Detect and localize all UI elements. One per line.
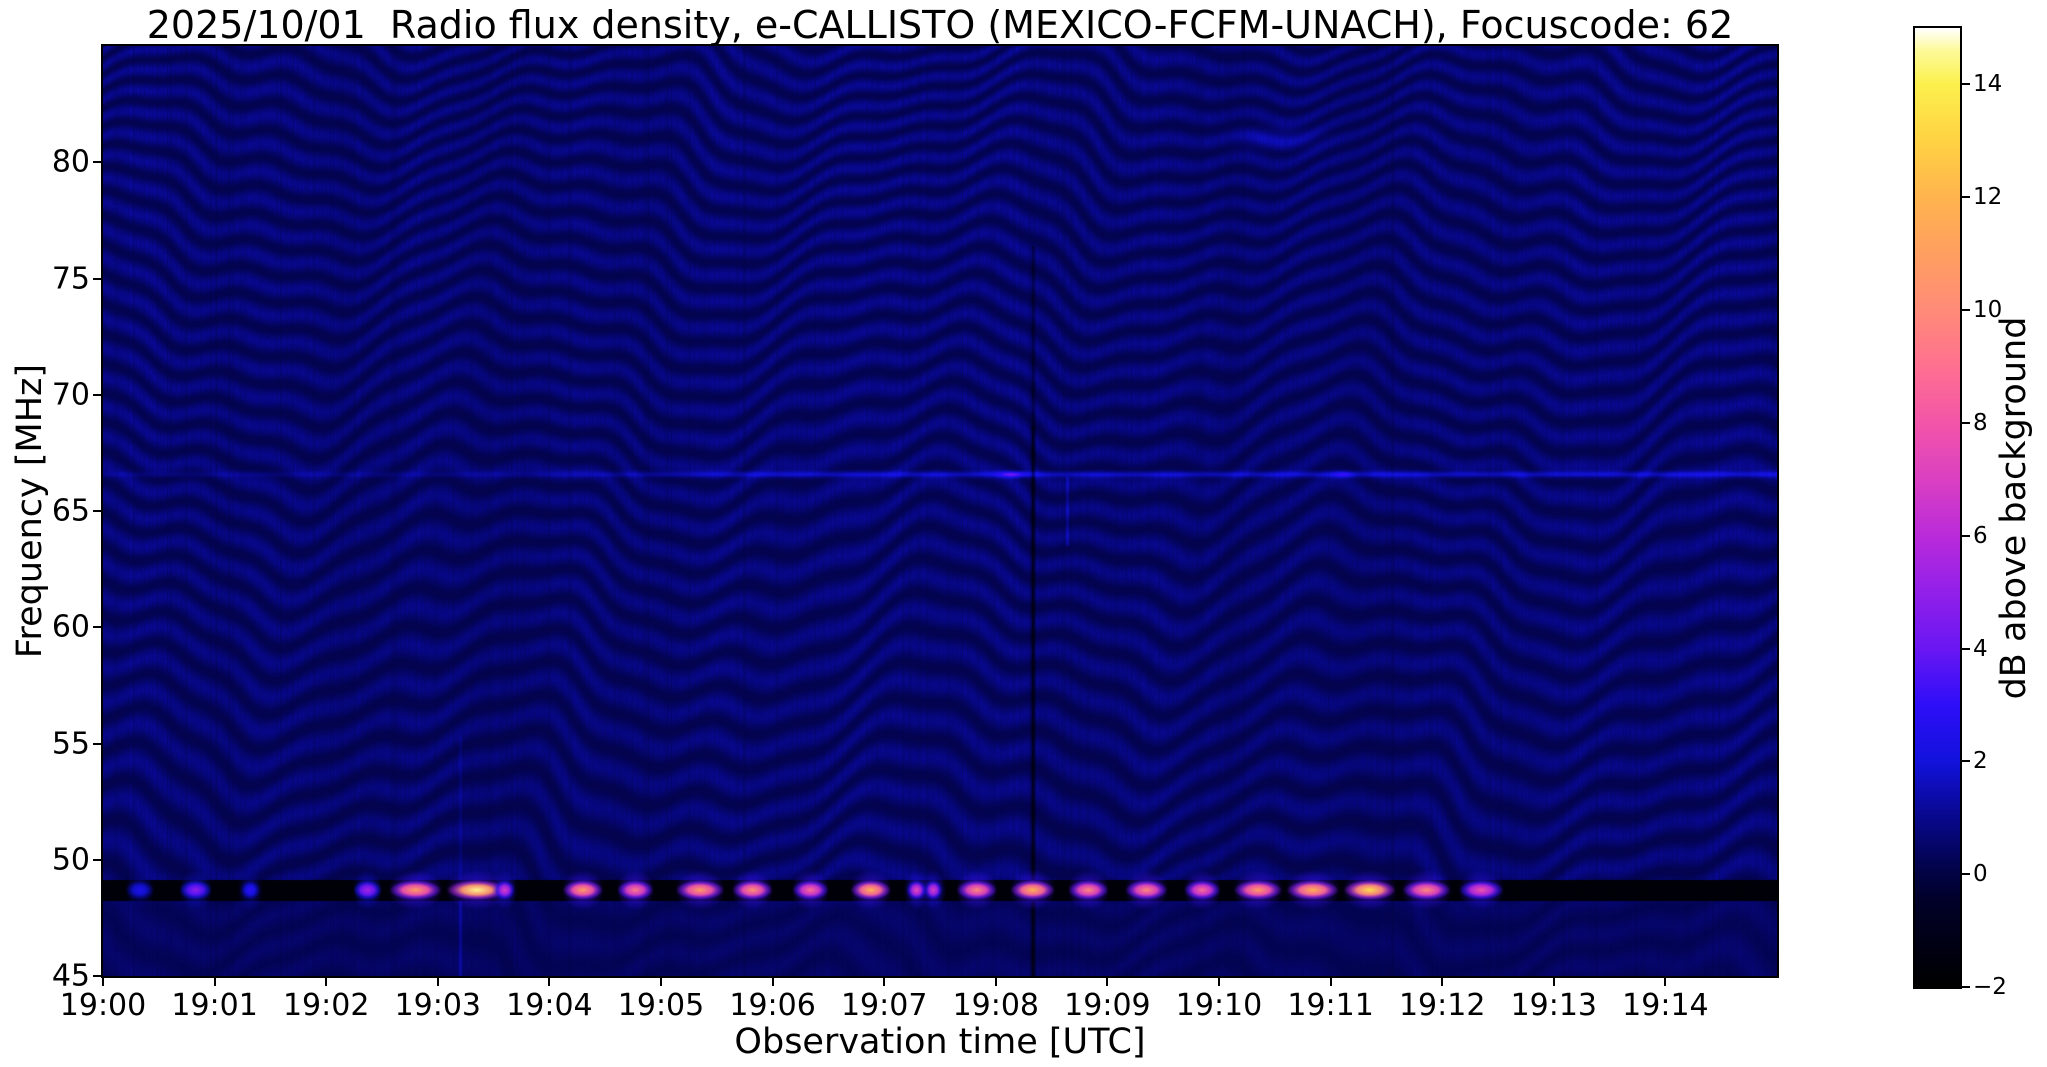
x-tick-label: 19:13 <box>1510 988 1598 1023</box>
x-axis-label: Observation time [UTC] <box>734 1022 1146 1062</box>
y-tick-mark <box>93 161 103 164</box>
y-tick-label: 80 <box>51 144 90 180</box>
y-tick-mark <box>93 742 103 745</box>
colorbar-tick-mark <box>1962 196 1970 199</box>
x-tick-label: 19:01 <box>171 988 258 1023</box>
colorbar-tick-label: 10 <box>1973 297 2003 324</box>
colorbar-tick-label: 12 <box>1973 184 2003 211</box>
y-tick-label: 50 <box>51 842 90 878</box>
x-tick-mark <box>1106 976 1109 986</box>
colorbar-tick-mark <box>1962 534 1970 537</box>
y-tick-label: 70 <box>51 377 90 413</box>
x-tick-mark <box>436 976 439 986</box>
y-tick-mark <box>93 510 103 513</box>
x-tick-label: 19:04 <box>506 988 593 1023</box>
x-tick-label: 19:11 <box>1287 988 1374 1023</box>
colorbar-tick-mark <box>1962 421 1970 424</box>
y-tick-label: 65 <box>51 493 90 529</box>
y-tick-mark <box>93 858 103 861</box>
x-tick-label: 19:07 <box>840 988 928 1023</box>
colorbar <box>1913 26 1962 989</box>
colorbar-gradient <box>1915 28 1960 987</box>
x-tick-mark <box>102 976 104 986</box>
x-tick-label: 19:08 <box>952 988 1040 1023</box>
x-tick-mark <box>548 976 551 986</box>
x-tick-mark <box>660 976 662 986</box>
x-tick-mark <box>213 976 216 986</box>
y-tick-label: 75 <box>51 261 90 297</box>
x-tick-label: 19:00 <box>59 988 147 1023</box>
y-axis-label: Frequency [MHz] <box>10 363 50 659</box>
colorbar-tick-label: 0 <box>1973 861 1988 888</box>
colorbar-tick-label: 4 <box>1973 635 1988 662</box>
colorbar-tick-mark <box>1962 309 1970 312</box>
x-tick-mark <box>1218 976 1220 986</box>
x-tick-mark <box>1329 976 1332 986</box>
x-tick-label: 19:06 <box>729 988 816 1023</box>
colorbar-tick-label: 6 <box>1973 522 1988 549</box>
colorbar-tick-mark <box>1962 873 1970 876</box>
colorbar-tick-mark <box>1962 83 1970 86</box>
x-tick-label: 19:05 <box>617 988 705 1023</box>
x-tick-mark <box>1664 976 1667 986</box>
colorbar-tick-label: −2 <box>1973 974 2007 1000</box>
y-tick-mark <box>93 626 103 629</box>
x-tick-mark <box>1552 976 1555 986</box>
x-tick-mark <box>1441 976 1444 986</box>
x-tick-mark <box>883 976 886 986</box>
y-tick-mark <box>93 975 103 977</box>
x-tick-mark <box>325 976 328 986</box>
y-tick-label: 60 <box>51 609 90 645</box>
x-tick-label: 19:10 <box>1175 988 1263 1023</box>
colorbar-tick-mark <box>1962 760 1970 763</box>
colorbar-tick-mark <box>1962 986 1970 988</box>
y-tick-label: 55 <box>51 726 90 762</box>
spectrogram-canvas <box>103 46 1777 976</box>
colorbar-tick-label: 8 <box>1973 409 1988 436</box>
x-tick-mark <box>771 976 774 986</box>
x-tick-label: 19:14 <box>1622 988 1709 1023</box>
colorbar-tick-label: 14 <box>1973 71 2003 98</box>
colorbar-label: dB above background <box>1994 316 2034 700</box>
x-tick-label: 19:02 <box>282 988 370 1023</box>
x-tick-label: 19:09 <box>1064 988 1151 1023</box>
colorbar-tick-label: 2 <box>1973 748 1988 775</box>
y-tick-label: 45 <box>51 958 90 994</box>
y-tick-mark <box>93 393 103 396</box>
x-tick-label: 19:12 <box>1398 988 1486 1023</box>
x-tick-label: 19:03 <box>394 988 482 1023</box>
colorbar-tick-mark <box>1962 647 1970 650</box>
y-tick-mark <box>93 277 103 280</box>
x-tick-mark <box>994 976 997 986</box>
chart-title: 2025/10/01 Radio flux density, e-CALLIST… <box>146 3 1734 47</box>
